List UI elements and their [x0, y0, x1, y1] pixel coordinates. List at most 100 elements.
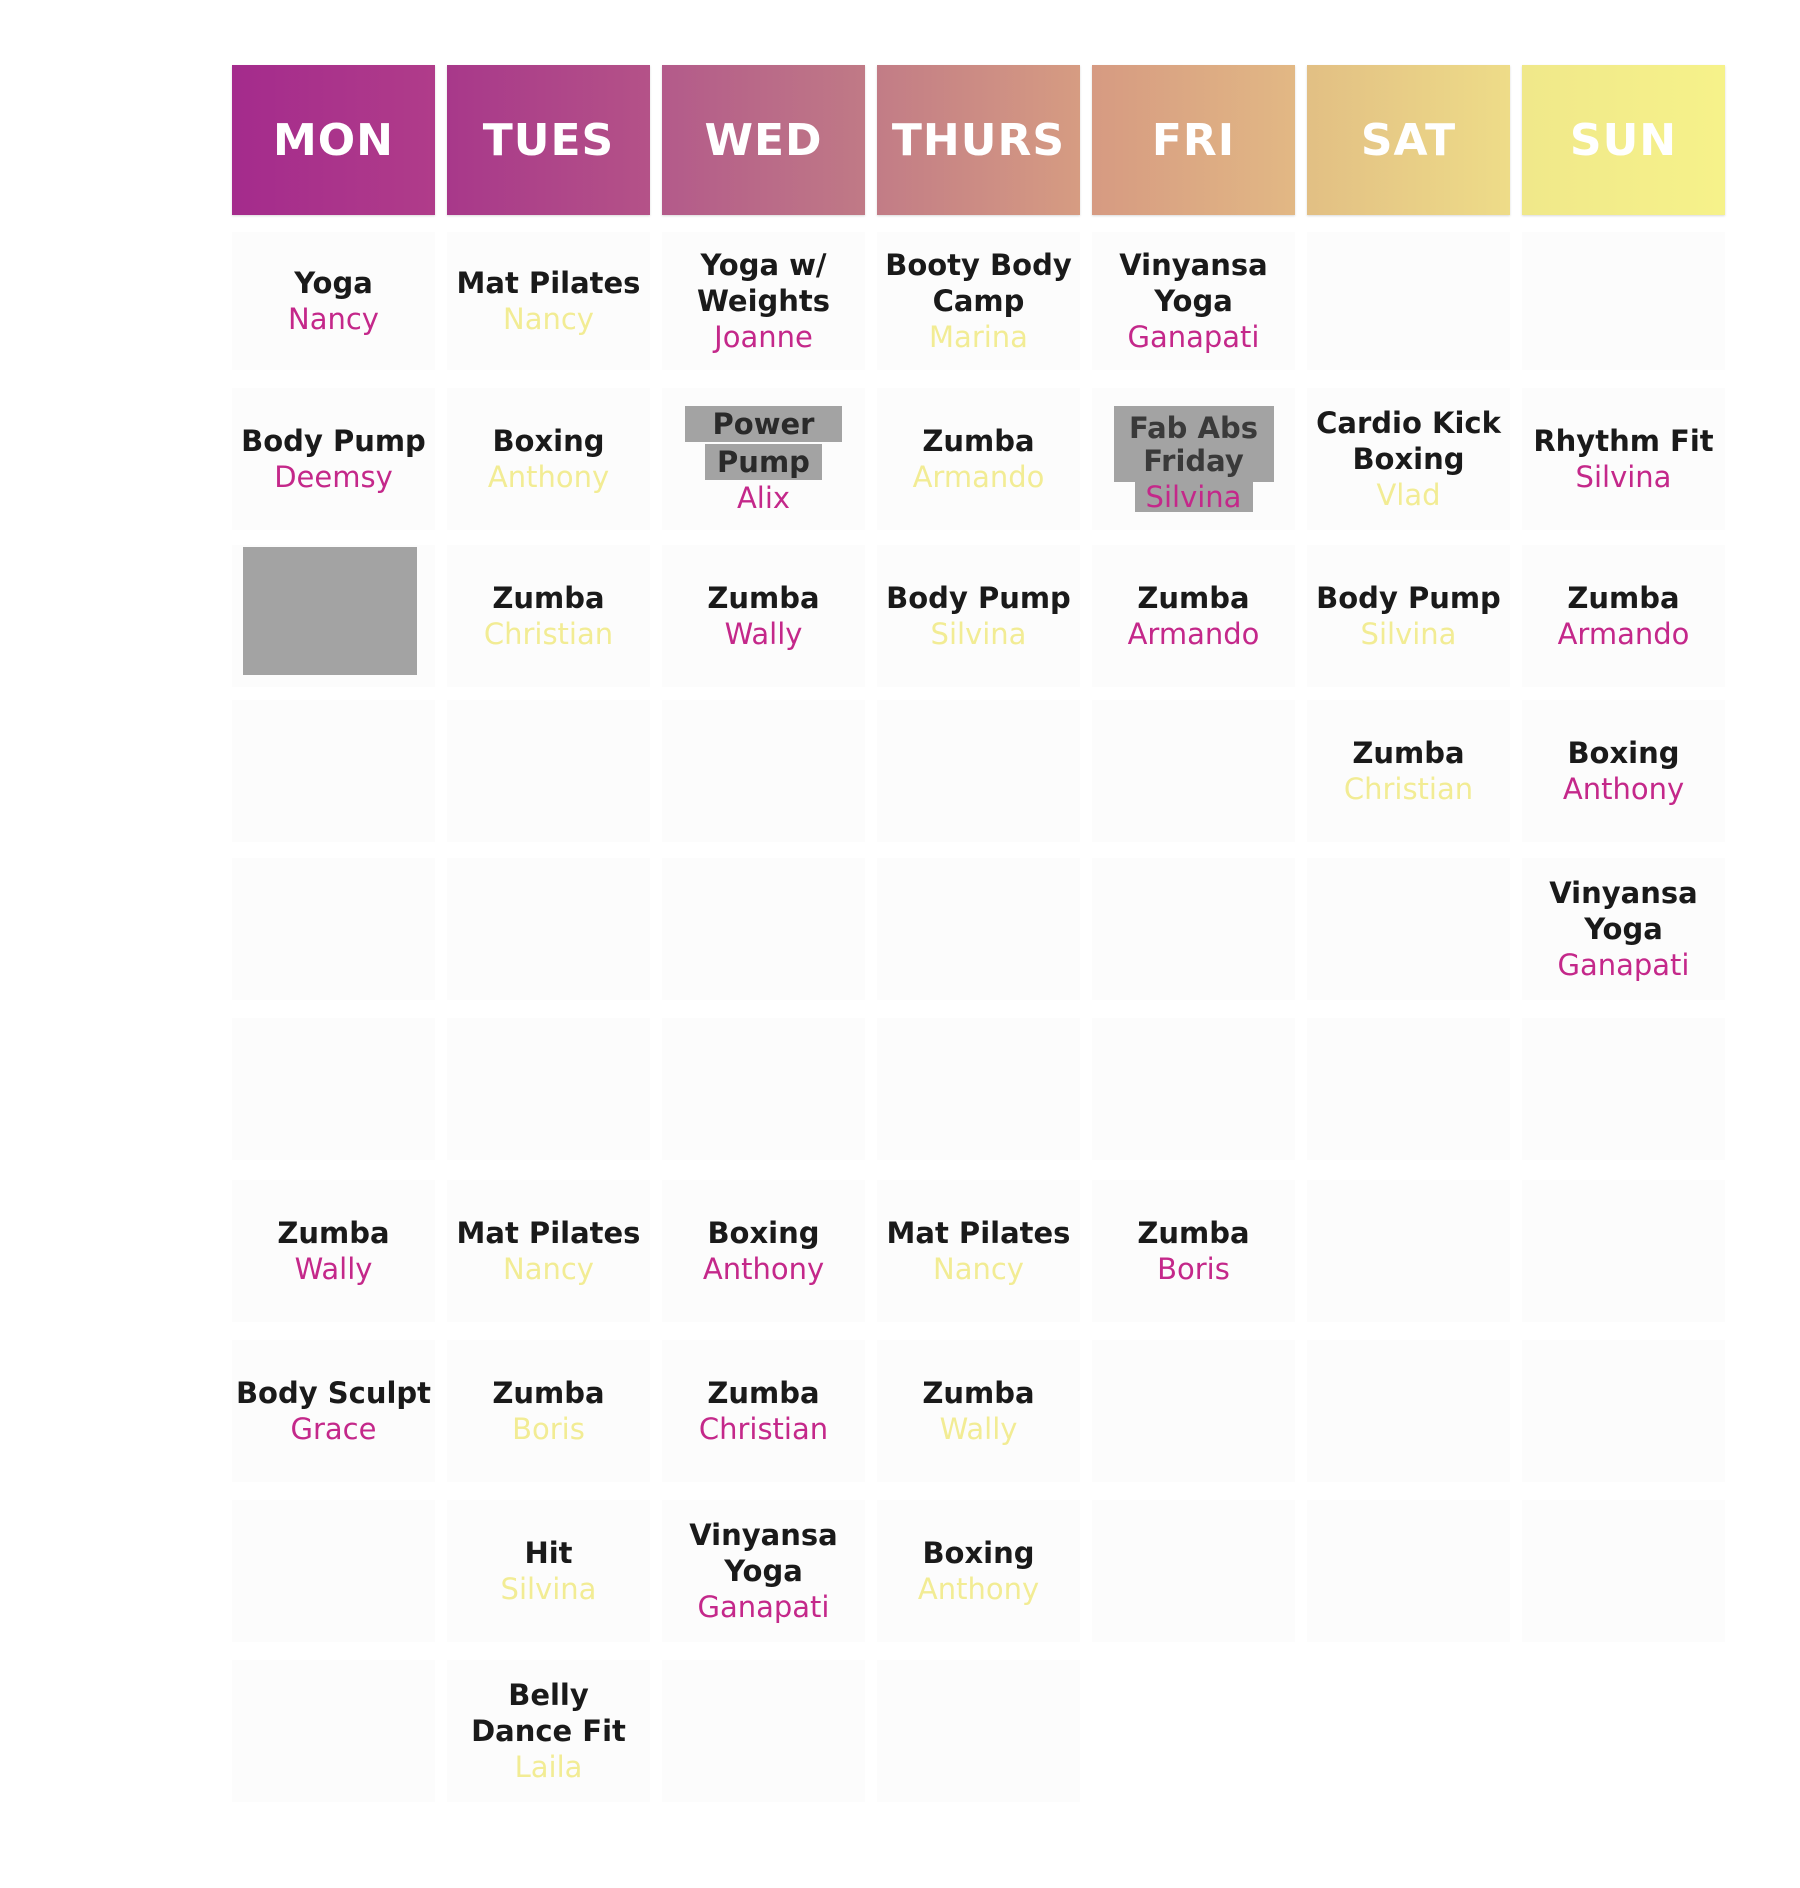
- empty-cell: [232, 1500, 435, 1642]
- class-cell[interactable]: Boxing Anthony: [877, 1500, 1080, 1642]
- class-cell[interactable]: Zumba Armando: [1092, 545, 1295, 687]
- class-name: Zumba: [1352, 736, 1465, 770]
- empty-cell: [1092, 1500, 1295, 1642]
- class-cell[interactable]: Mat Pilates Nancy: [877, 1180, 1080, 1322]
- class-name: Fab Abs: [1129, 411, 1258, 445]
- empty-cell: [662, 1660, 865, 1802]
- empty-cell: [447, 700, 650, 842]
- empty-cell: [1092, 1340, 1295, 1482]
- highlight-band: Pump: [705, 444, 822, 480]
- class-name: Cardio Kick: [1316, 406, 1501, 440]
- day-header-tues: TUES: [447, 65, 650, 215]
- class-name: Yoga w/: [700, 248, 827, 282]
- class-cell[interactable]: Zumba Armando: [1522, 545, 1725, 687]
- instructor-name: Christian: [483, 617, 614, 651]
- instructor-name: Armando: [1557, 617, 1690, 651]
- day-header-sat: SAT: [1307, 65, 1510, 215]
- instructor-name: Ganapati: [1557, 948, 1690, 982]
- instructor-name: Deemsy: [274, 460, 393, 494]
- class-name: Zumba: [922, 1376, 1035, 1410]
- class-cell[interactable]: Zumba Wally: [877, 1340, 1080, 1482]
- instructor-name: Anthony: [1562, 772, 1685, 806]
- empty-cell: [232, 858, 435, 1000]
- class-name: Zumba: [922, 424, 1035, 458]
- class-name: Vinyansa: [1549, 876, 1698, 910]
- class-cell[interactable]: Boxing Anthony: [1522, 700, 1725, 842]
- class-name: Zumba: [707, 581, 820, 615]
- empty-cell: [1307, 1500, 1510, 1642]
- class-cell[interactable]: Vinyansa Yoga Ganapati: [662, 1500, 865, 1642]
- class-name: Vinyansa: [1119, 248, 1268, 282]
- empty-cell: [1307, 232, 1510, 370]
- class-name: Yoga: [724, 1554, 803, 1588]
- class-name: Zumba: [707, 1376, 820, 1410]
- instructor-name: Laila: [514, 1750, 583, 1784]
- class-cell[interactable]: Fab Abs Friday Silvina: [1092, 388, 1295, 530]
- class-cell[interactable]: Yoga w/ Weights Joanne: [662, 232, 865, 370]
- class-cell[interactable]: Body Sculpt Grace: [232, 1340, 435, 1482]
- class-cell[interactable]: Cardio Kick Boxing Vlad: [1307, 388, 1510, 530]
- highlight-band: Power: [684, 406, 843, 442]
- empty-cell: [1307, 1018, 1510, 1160]
- empty-cell: [1092, 858, 1295, 1000]
- class-cell[interactable]: Yoga Nancy: [232, 232, 435, 370]
- class-cell[interactable]: Boxing Anthony: [662, 1180, 865, 1322]
- class-name: Boxing: [492, 424, 605, 458]
- instructor-name: Anthony: [487, 460, 610, 494]
- class-cell[interactable]: Zumba Christian: [447, 545, 650, 687]
- class-cell[interactable]: Boxing Anthony: [447, 388, 650, 530]
- instructor-name: Christian: [1343, 772, 1474, 806]
- class-name: Mat Pilates: [456, 266, 641, 300]
- instructor-name: Ganapati: [697, 1590, 830, 1624]
- empty-cell: [232, 1018, 435, 1160]
- instructor-name: Ganapati: [1127, 320, 1260, 354]
- class-cell[interactable]: Zumba Wally: [232, 1180, 435, 1322]
- class-cell[interactable]: Vinyansa Yoga Ganapati: [1522, 858, 1725, 1000]
- class-name: Body Pump: [241, 424, 426, 458]
- class-cell[interactable]: Body Pump Silvina: [1307, 545, 1510, 687]
- empty-cell: [877, 858, 1080, 1000]
- class-cell[interactable]: Zumba Wally: [662, 545, 865, 687]
- class-name: Booty Body: [885, 248, 1072, 282]
- class-cell[interactable]: Mat Pilates Nancy: [447, 232, 650, 370]
- empty-cell: [447, 1018, 650, 1160]
- class-cell[interactable]: Booty Body Camp Marina: [877, 232, 1080, 370]
- class-cell[interactable]: Body Pump Deemsy: [232, 388, 435, 530]
- instructor-name: Vlad: [1376, 478, 1441, 512]
- empty-cell: [1092, 700, 1295, 842]
- instructor-name: Silvina: [1145, 480, 1242, 514]
- class-cell[interactable]: Rhythm Fit Silvina: [1522, 388, 1725, 530]
- empty-cell: [877, 700, 1080, 842]
- class-name: Zumba: [277, 1216, 390, 1250]
- class-name: Camp: [932, 284, 1025, 318]
- instructor-name: Silvina: [500, 1572, 597, 1606]
- class-cell[interactable]: Vinyansa Yoga Ganapati: [1092, 232, 1295, 370]
- class-cell[interactable]: Belly Dance Fit Laila: [447, 1660, 650, 1802]
- class-name: Zumba: [1567, 581, 1680, 615]
- class-name: Boxing: [707, 1216, 820, 1250]
- class-name: Boxing: [922, 1536, 1035, 1570]
- class-cell[interactable]: Zumba Christian: [662, 1340, 865, 1482]
- placeholder-block: [243, 547, 417, 675]
- class-name: Body Sculpt: [235, 1376, 432, 1410]
- day-header-thurs: THURS: [877, 65, 1080, 215]
- class-cell[interactable]: Mat Pilates Nancy: [447, 1180, 650, 1322]
- empty-cell: [1522, 1500, 1725, 1642]
- class-cell[interactable]: Zumba Christian: [1307, 700, 1510, 842]
- class-cell[interactable]: Zumba Boris: [1092, 1180, 1295, 1322]
- empty-cell: [877, 1660, 1080, 1802]
- class-name: Power: [712, 407, 815, 441]
- class-cell[interactable]: Zumba Armando: [877, 388, 1080, 530]
- class-name: Zumba: [492, 1376, 605, 1410]
- class-name: Body Pump: [886, 581, 1071, 615]
- class-cell[interactable]: Body Pump Silvina: [877, 545, 1080, 687]
- class-cell[interactable]: Power Pump Alix: [662, 388, 865, 530]
- class-cell[interactable]: Hit Silvina: [447, 1500, 650, 1642]
- day-header-sun: SUN: [1522, 65, 1725, 215]
- class-cell[interactable]: Zumba Boris: [447, 1340, 650, 1482]
- empty-cell: [662, 700, 865, 842]
- empty-cell: [1307, 1180, 1510, 1322]
- day-header-mon: MON: [232, 65, 435, 215]
- empty-cell: [1522, 1018, 1725, 1160]
- empty-cell: [232, 700, 435, 842]
